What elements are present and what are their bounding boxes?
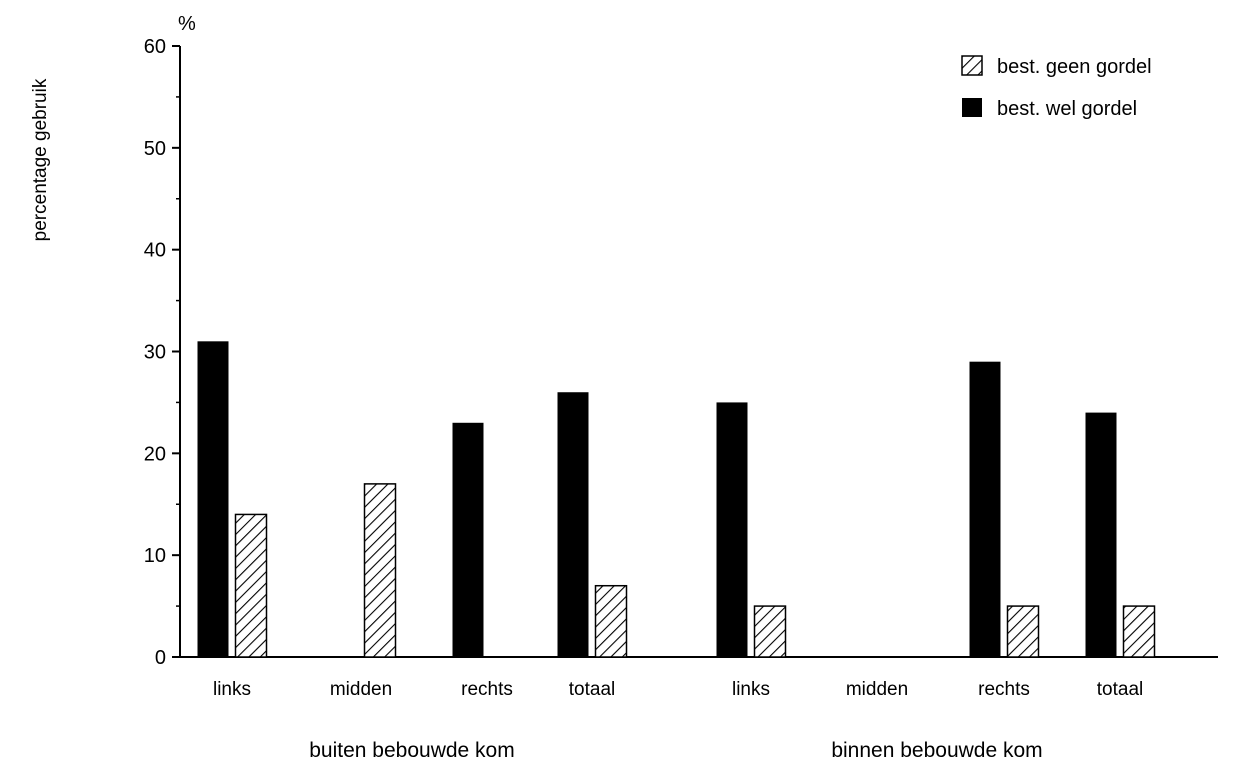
category-labels: links midden rechts totaal links midden rechts… — [213, 679, 1143, 700]
bar-geen-gordel — [594, 584, 628, 658]
bar-wel-gordel — [1085, 412, 1117, 657]
category-label: totaal — [569, 679, 615, 700]
group-label: buiten bebouwde kom — [309, 739, 514, 762]
bar-wel-gordel — [197, 341, 229, 657]
category-label: rechts — [978, 679, 1030, 700]
y-tick-label: 0 — [155, 647, 166, 669]
legend-label-geen-gordel: best. geen gordel — [997, 56, 1152, 78]
bar-geen-gordel — [1006, 605, 1040, 658]
category-label: links — [213, 679, 251, 700]
legend: best. geen gordel best. wel gordel — [961, 55, 1152, 120]
legend-swatch-solid — [962, 98, 982, 117]
y-tick-label: 20 — [144, 443, 166, 465]
legend-item-wel-gordel: best. wel gordel — [962, 98, 1137, 120]
category-label: totaal — [1097, 679, 1143, 700]
y-tick-label: 40 — [144, 240, 166, 262]
bar-wel-gordel — [452, 422, 484, 657]
bar-wel-gordel — [716, 402, 748, 657]
legend-item-geen-gordel: best. geen gordel — [961, 55, 1152, 78]
y-tick-label: 10 — [144, 545, 166, 567]
y-tick-label: 30 — [144, 342, 166, 364]
y-tick-label: 50 — [144, 138, 166, 160]
bar-geen-gordel — [1122, 605, 1156, 658]
legend-swatch-hatched — [961, 55, 983, 76]
bar-wel-gordel — [557, 392, 589, 657]
bar-wel-gordel — [969, 361, 1001, 657]
category-label: links — [732, 679, 770, 700]
y-tick-label: 60 — [144, 36, 166, 58]
group-label: binnen bebouwde kom — [831, 739, 1042, 762]
y-axis-unit: % — [178, 13, 196, 35]
category-label: midden — [846, 679, 908, 700]
bar-geen-gordel — [753, 605, 787, 658]
y-ticks: 0 10 20 30 40 50 60 — [144, 36, 180, 669]
category-label: rechts — [461, 679, 513, 700]
category-label: midden — [330, 679, 392, 700]
legend-label-wel-gordel: best. wel gordel — [997, 98, 1137, 120]
group-labels: buiten bebouwde kom binnen bebouwde kom — [309, 739, 1042, 762]
y-axis-label: percentage gebruik — [30, 78, 51, 241]
bars — [197, 341, 1156, 658]
bar-geen-gordel — [234, 513, 268, 658]
bar-geen-gordel — [363, 483, 397, 658]
